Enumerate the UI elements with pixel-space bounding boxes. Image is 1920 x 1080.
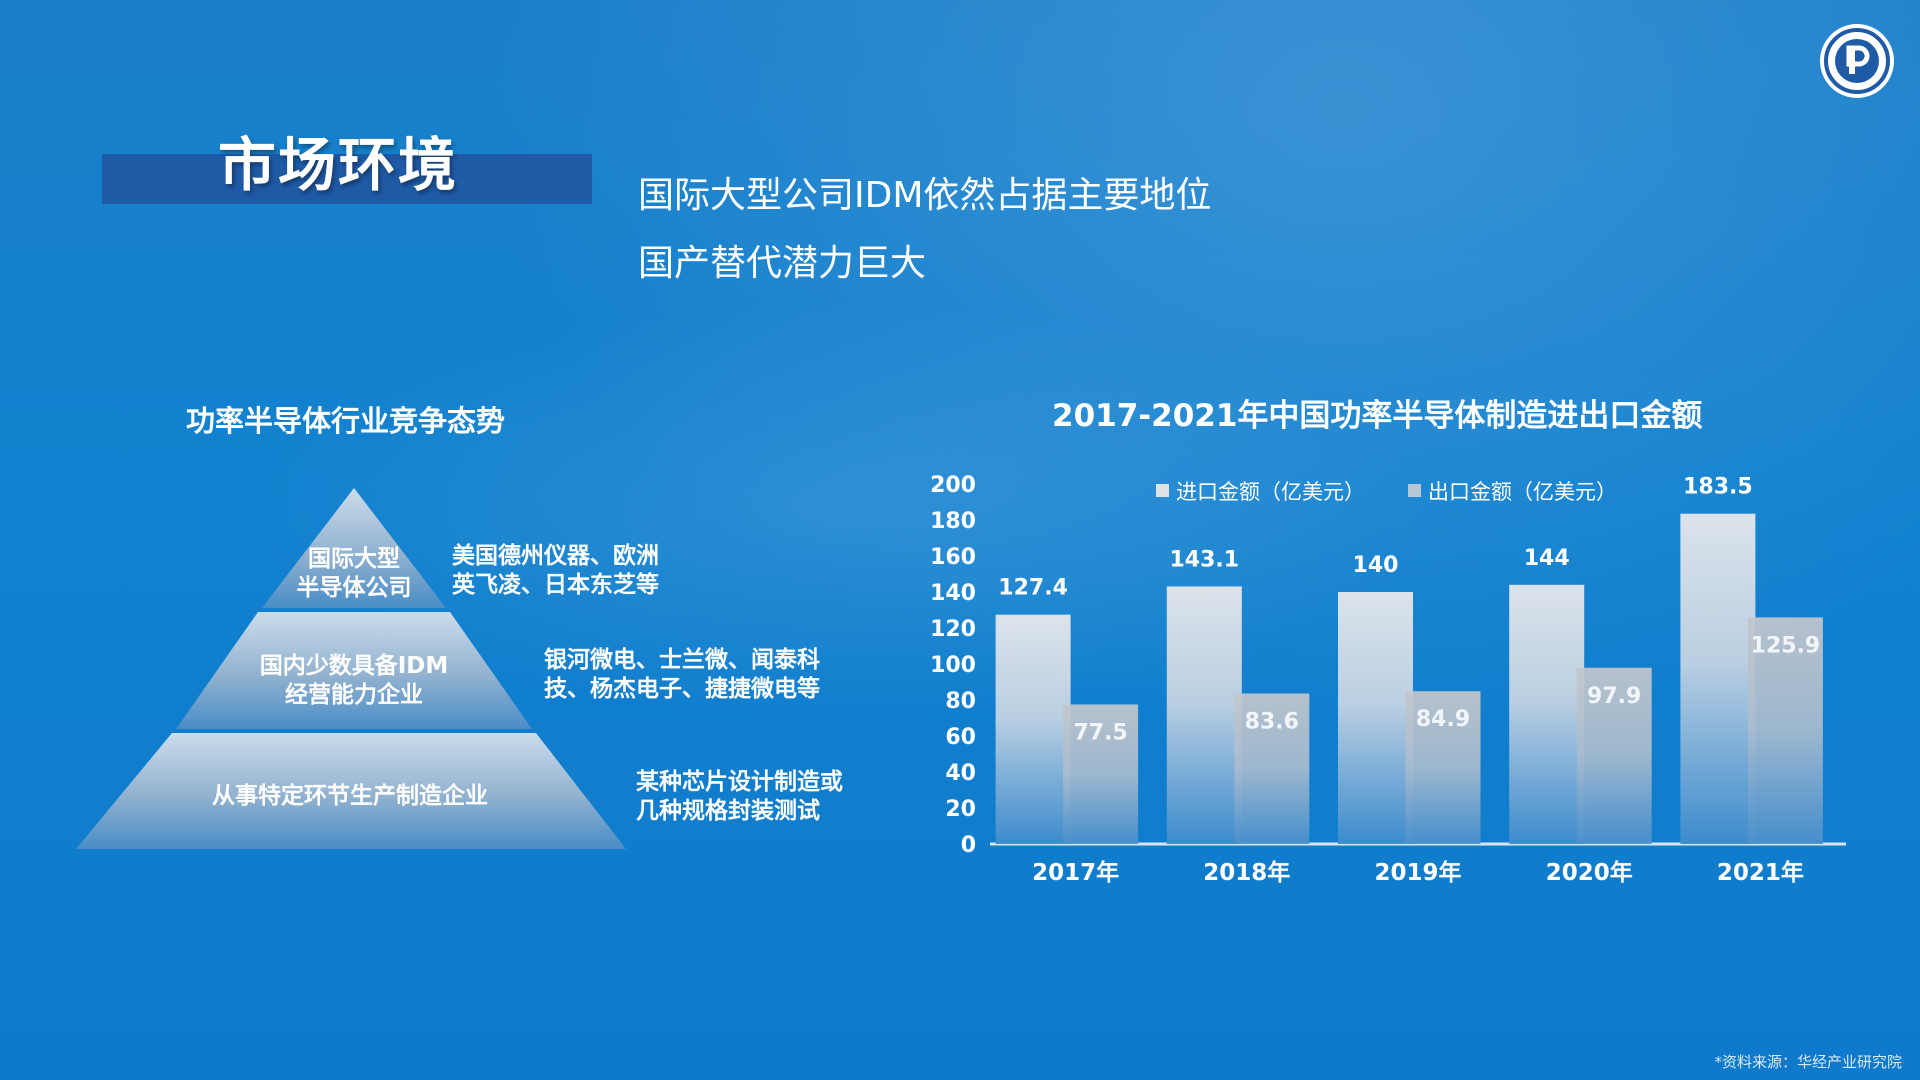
source-note: *资料来源：华经产业研究院	[1714, 1053, 1902, 1071]
export-bar	[1063, 704, 1139, 844]
y-tick-label: 100	[930, 653, 976, 678]
import-value-label: 144	[1524, 546, 1570, 571]
legend-label-import: 进口金额（亿美元）	[1176, 480, 1365, 504]
y-tick-label: 140	[930, 581, 976, 606]
x-tick-label: 2017年	[1032, 859, 1119, 886]
import-value-label: 127.4	[998, 576, 1068, 601]
pyramid-tier-1-desc: 美国德州仪器、欧洲 英飞凌、日本东芝等	[452, 543, 659, 598]
pyramid-diagram	[76, 488, 626, 849]
export-bar	[1747, 617, 1823, 844]
pyramid-tier-top	[262, 488, 446, 608]
export-value-label: 77.5	[1073, 721, 1127, 746]
subtitle-line-2: 国产替代潜力巨大	[638, 243, 927, 284]
export-bar	[1405, 691, 1481, 844]
y-tick-label: 60	[945, 725, 976, 750]
export-value-label: 83.6	[1245, 710, 1299, 735]
page-title: 市场环境	[218, 131, 459, 199]
y-tick-label: 180	[930, 509, 976, 534]
y-tick-label: 80	[945, 689, 976, 714]
y-tick-label: 20	[945, 797, 976, 822]
import-value-label: 183.5	[1683, 475, 1753, 500]
chart-title: 2017-2021年中国功率半导体制造进出口金额	[1052, 398, 1703, 434]
pyramid-tier-1-label: 国际大型 半导体公司	[296, 546, 412, 601]
pyramid-title: 功率半导体行业竞争态势	[186, 404, 506, 438]
y-tick-label: 0	[961, 833, 976, 858]
x-tick-label: 2021年	[1717, 859, 1804, 886]
subtitle-line-1: 国际大型公司IDM依然占据主要地位	[638, 175, 1212, 216]
logo-icon	[1820, 24, 1894, 98]
export-value-label: 125.9	[1751, 633, 1821, 658]
import-bar	[995, 614, 1071, 844]
import-bar	[1166, 586, 1242, 844]
x-tick-label: 2020年	[1546, 859, 1633, 886]
export-value-label: 84.9	[1416, 707, 1470, 732]
pyramid-tier-middle	[176, 612, 532, 729]
legend-swatch-import	[1156, 484, 1169, 497]
import-bar	[1338, 592, 1413, 844]
y-tick-label: 40	[945, 761, 976, 786]
legend-swatch-export	[1408, 484, 1421, 497]
y-tick-label: 200	[930, 473, 976, 498]
export-bar	[1576, 667, 1652, 844]
import-value-label: 143.1	[1170, 547, 1240, 572]
pyramid-tier-2-desc: 银河微电、士兰微、闻泰科 技、杨杰电子、捷捷微电等	[544, 647, 820, 702]
x-tick-label: 2018年	[1203, 859, 1290, 886]
x-tick-label: 2019年	[1374, 859, 1461, 886]
import-value-label: 140	[1353, 553, 1399, 578]
title-bar	[102, 154, 592, 204]
pyramid-tier-2-label: 国内少数具备IDM 经营能力企业	[259, 653, 449, 708]
export-value-label: 97.9	[1587, 684, 1641, 709]
y-tick-label: 120	[930, 617, 976, 642]
import-bar	[1509, 584, 1585, 844]
legend-label-export: 出口金额（亿美元）	[1428, 480, 1617, 504]
pyramid-tier-3-desc: 某种芯片设计制造或 几种规格封装测试	[636, 769, 843, 824]
pyramid-tier-3-label: 从事特定环节生产制造企业	[212, 783, 488, 809]
pyramid-tier-bottom	[76, 733, 626, 849]
export-bar	[1234, 693, 1310, 844]
y-tick-label: 160	[930, 545, 976, 570]
import-bar	[1680, 513, 1756, 844]
